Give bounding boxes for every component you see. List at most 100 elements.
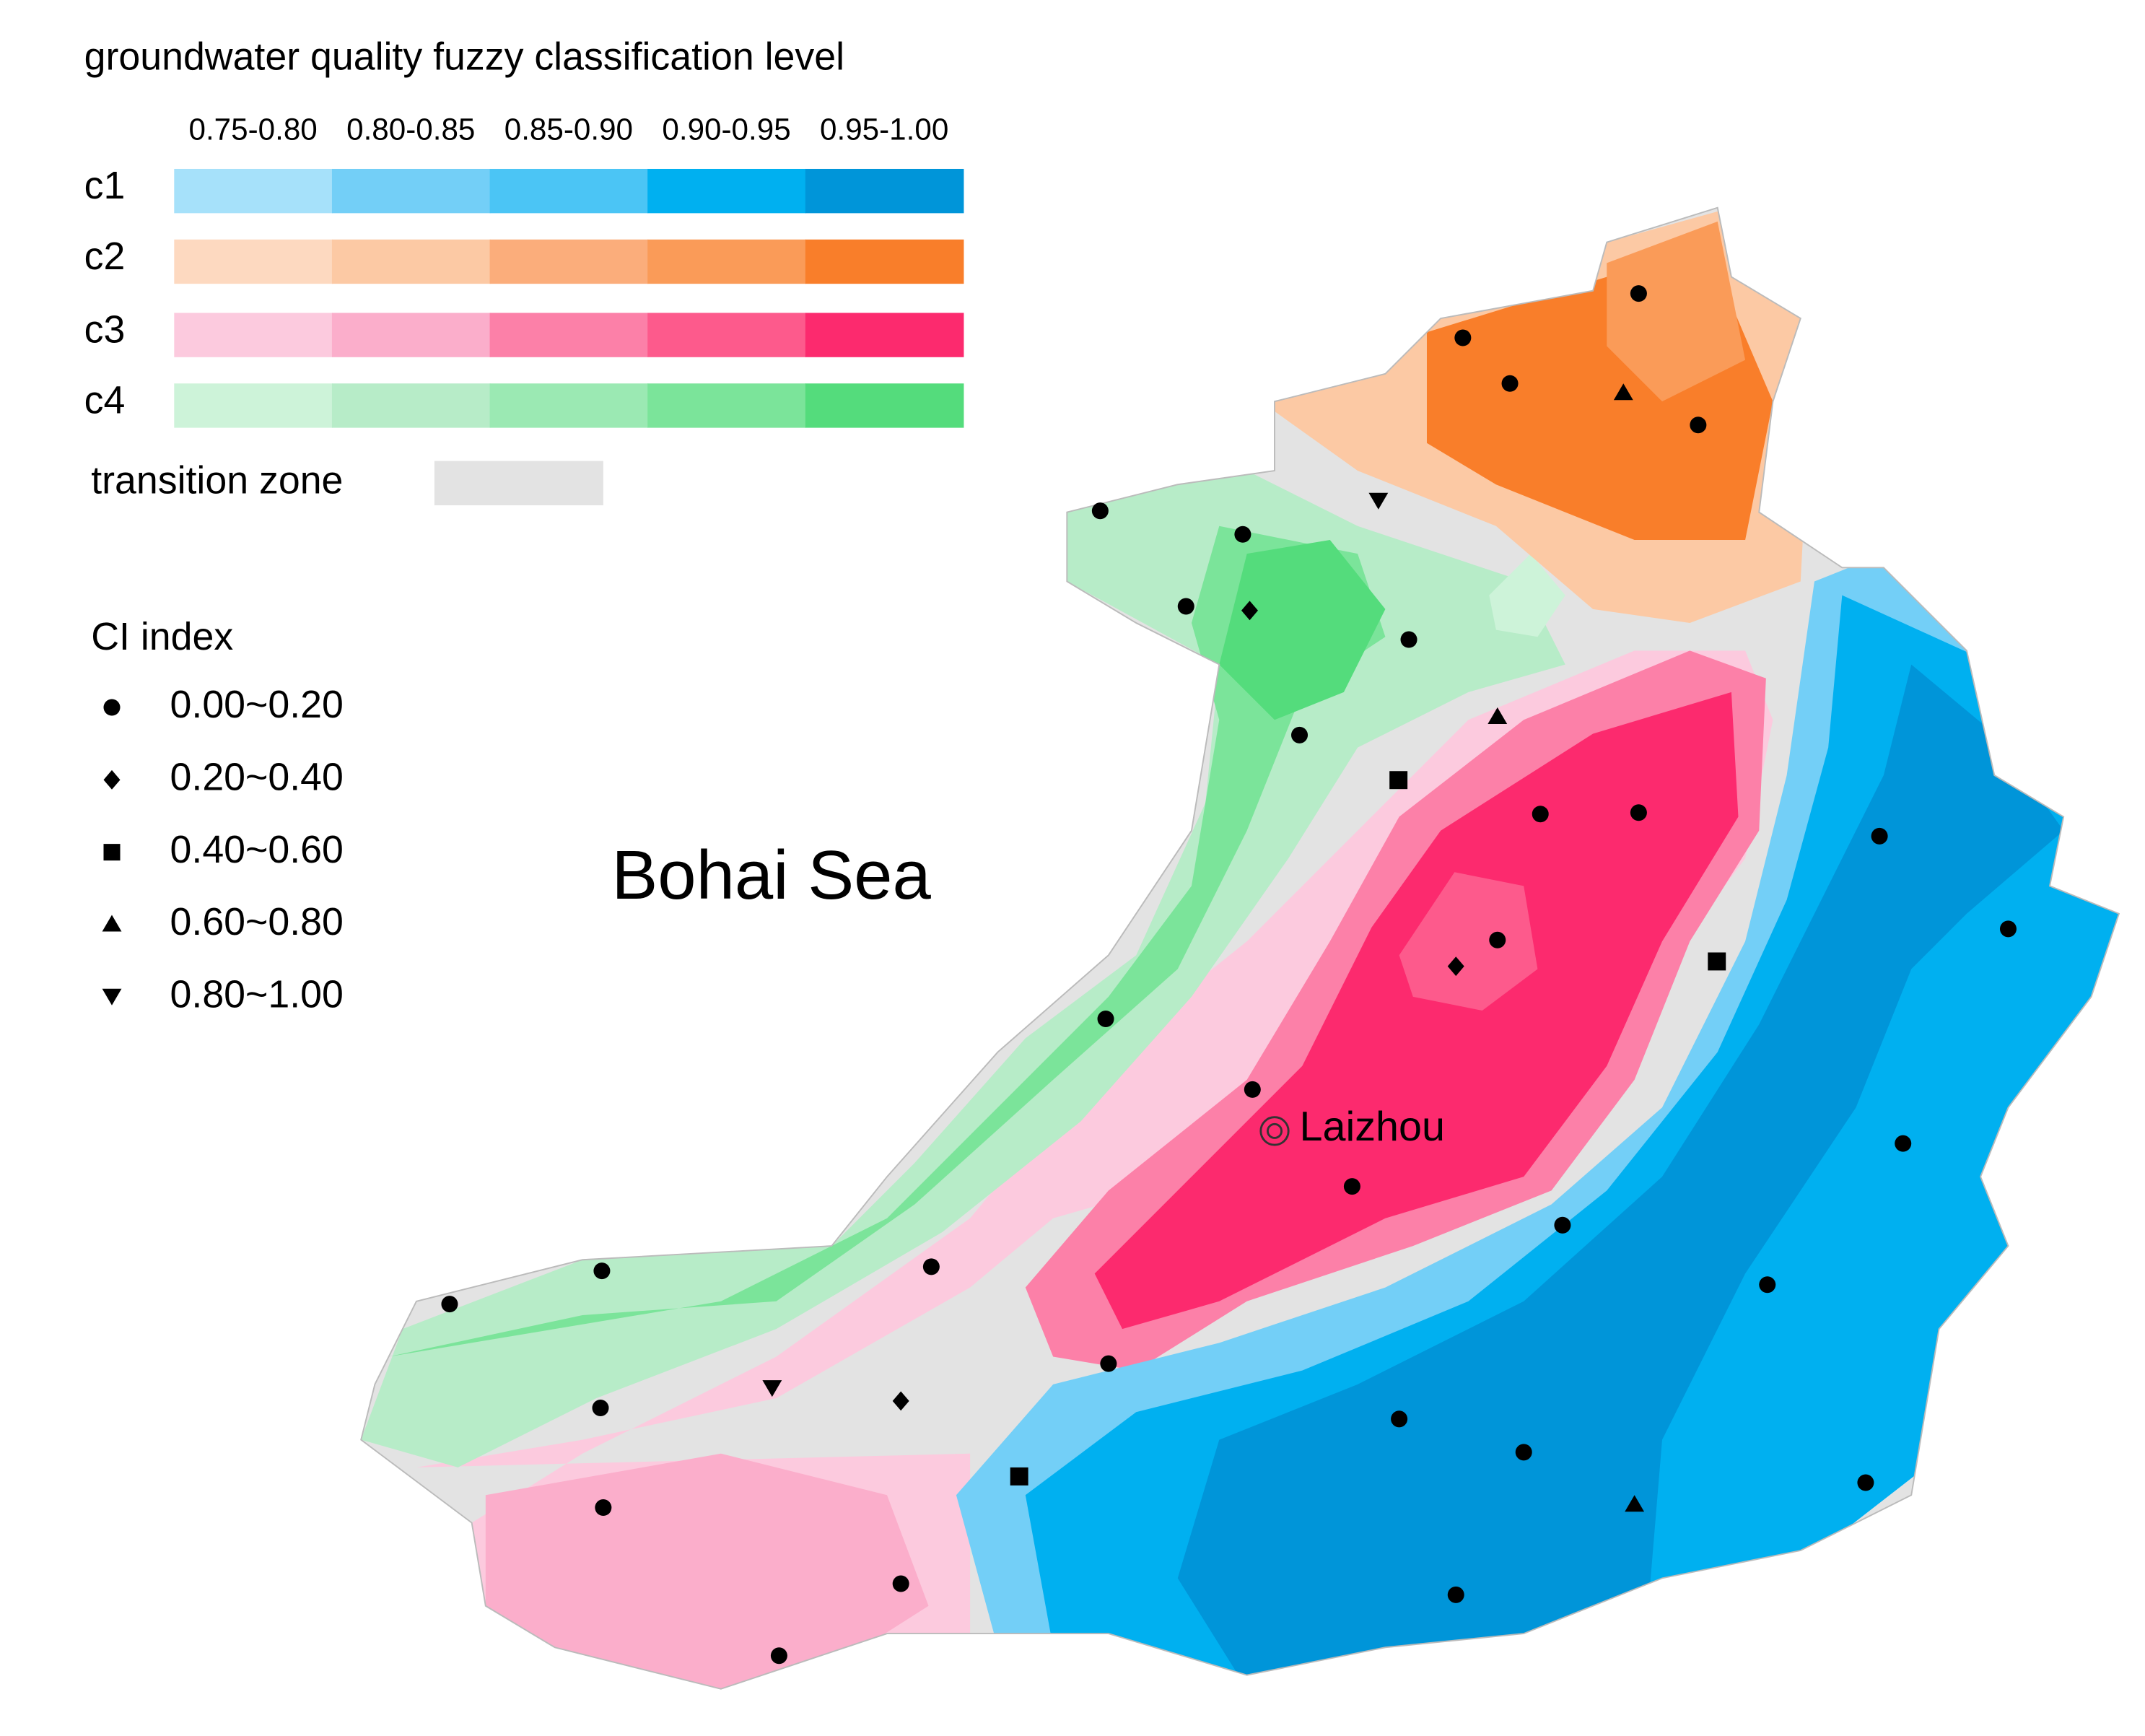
sample-point — [592, 1399, 609, 1416]
ci-label: 0.40~0.60 — [170, 828, 344, 871]
c4-zone — [1219, 539, 1386, 720]
c3-zone — [485, 1453, 929, 1689]
sample-point — [1489, 931, 1506, 948]
sample-point — [1630, 285, 1647, 302]
color-swatch — [647, 168, 806, 214]
zones — [361, 207, 2119, 1689]
sample-point — [1532, 806, 1549, 823]
color-swatch — [489, 383, 649, 428]
color-swatch — [174, 383, 333, 428]
color-swatch — [489, 239, 649, 284]
range-label: 0.85-0.90 — [504, 112, 633, 146]
sample-point — [1343, 1178, 1360, 1195]
sample-point — [1895, 1135, 1912, 1152]
range-label: 0.80-0.85 — [346, 112, 475, 146]
ci-label: 0.20~0.40 — [170, 756, 344, 799]
ci-label: 0.00~0.20 — [170, 683, 344, 726]
transition-swatch — [434, 461, 603, 506]
ci-symbol — [103, 699, 121, 716]
sample-point — [1487, 707, 1508, 725]
color-swatch — [489, 313, 649, 357]
c1-zone — [1177, 664, 2064, 1689]
color-swatch — [805, 313, 964, 357]
sample-point — [1759, 1276, 1776, 1294]
map: Laizhou Bohai Sea — [360, 206, 2120, 1690]
sample-point — [1234, 525, 1251, 543]
color-swatch — [331, 383, 491, 428]
color-swatch — [805, 168, 964, 214]
sample-point — [1501, 375, 1519, 392]
range-label: 0.90-0.95 — [662, 112, 790, 146]
sample-point — [1554, 1216, 1571, 1234]
sample-point — [1291, 726, 1309, 743]
color-swatch — [647, 313, 806, 357]
sample-point — [593, 1262, 611, 1280]
sample-point — [1871, 827, 1888, 845]
sample-point — [770, 1647, 787, 1665]
color-swatch — [805, 239, 964, 284]
sample-point — [1100, 1355, 1117, 1372]
color-swatch — [331, 239, 491, 284]
sample-point — [1368, 492, 1389, 510]
sample-point — [1391, 1410, 1408, 1428]
sample-point — [1999, 920, 2017, 938]
sample-point — [1244, 1081, 1261, 1098]
sample-point — [1447, 956, 1464, 977]
sample-point — [1630, 804, 1647, 821]
sample-point — [1454, 329, 1472, 346]
c3-zone — [1399, 872, 1538, 1011]
c2-zone — [1607, 221, 1746, 402]
ci-symbol — [103, 769, 121, 790]
city-marker — [1259, 1116, 1290, 1146]
ci-symbol — [102, 988, 122, 1006]
sea-label: Bohai Sea — [611, 837, 931, 914]
legend: 0.75-0.80 0.80-0.85 0.85-0.90 0.90-0.95 0.95… — [84, 112, 964, 1016]
c3-zone — [1094, 692, 1739, 1330]
color-swatch — [331, 168, 491, 214]
sample-point — [1177, 598, 1194, 615]
city-marker — [1266, 1122, 1283, 1139]
sample-points — [441, 285, 2017, 1665]
ci-symbol — [102, 915, 122, 932]
ci-label: 0.60~0.80 — [170, 900, 344, 943]
color-swatch — [174, 168, 333, 214]
sample-point — [1857, 1474, 1874, 1491]
sample-point — [1447, 1586, 1464, 1603]
class-label: c3 — [84, 307, 126, 351]
sample-point — [1690, 416, 1707, 434]
color-swatch — [489, 168, 649, 214]
sample-point — [892, 1391, 909, 1411]
sample-point — [892, 1575, 909, 1592]
sample-point — [1389, 771, 1408, 790]
color-swatch — [174, 313, 333, 357]
sample-point — [1097, 1011, 1114, 1028]
sample-point — [441, 1296, 458, 1313]
color-swatch — [331, 313, 491, 357]
sample-point — [1091, 502, 1109, 520]
ci-symbol — [103, 844, 121, 861]
legend-title: groundwater quality fuzzy classification… — [84, 35, 844, 79]
color-swatch — [805, 383, 964, 428]
sample-point — [1241, 601, 1258, 621]
color-swatch — [647, 239, 806, 284]
sample-point — [762, 1380, 782, 1397]
ci-label: 0.80~1.00 — [170, 972, 344, 1016]
sample-point — [1400, 631, 1417, 648]
color-swatch — [174, 239, 333, 284]
city-label: Laizhou — [1300, 1104, 1445, 1150]
sample-point — [1515, 1444, 1532, 1461]
sample-point — [1708, 952, 1726, 971]
class-label: c4 — [84, 378, 126, 422]
color-swatch — [647, 383, 806, 428]
sample-point — [1625, 1495, 1645, 1512]
c4-zone — [1489, 554, 1565, 637]
transition-label: transition zone — [91, 459, 343, 502]
sample-point — [1613, 383, 1633, 401]
ci-legend-title: CI index — [91, 615, 233, 658]
class-label: c2 — [84, 235, 126, 278]
sample-point — [595, 1499, 612, 1517]
sample-point — [1010, 1467, 1028, 1486]
range-label: 0.95-1.00 — [820, 112, 948, 146]
sample-point — [922, 1258, 940, 1275]
